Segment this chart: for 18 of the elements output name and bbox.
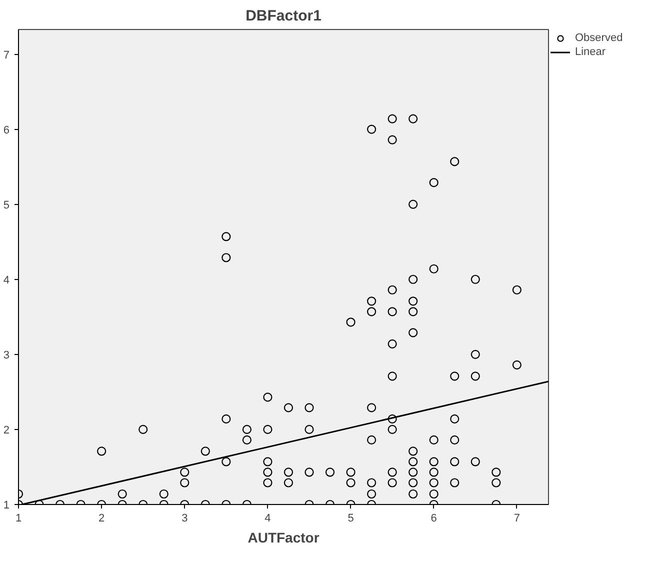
x-tick-label: 1 bbox=[15, 512, 22, 524]
y-tick-label: 3 bbox=[3, 349, 10, 362]
x-tick-label: 4 bbox=[264, 512, 271, 524]
chart-title: DBFactor1 bbox=[246, 8, 322, 24]
x-tick-label: 3 bbox=[182, 512, 188, 524]
y-tick-label: 5 bbox=[3, 199, 10, 212]
legend-label: Linear bbox=[575, 45, 606, 59]
y-tick-label: 7 bbox=[3, 49, 10, 62]
y-tick-label: 1 bbox=[3, 500, 10, 512]
x-tick-label: 6 bbox=[430, 512, 437, 524]
y-tick-label: 6 bbox=[3, 124, 10, 136]
x-tick-label: 7 bbox=[514, 512, 520, 524]
x-tick-label: 5 bbox=[348, 512, 354, 524]
y-tick-label: 4 bbox=[3, 274, 10, 286]
x-tick-label: 2 bbox=[98, 512, 105, 524]
legend-label: Observed bbox=[575, 31, 623, 45]
x-axis-title: AUTFactor bbox=[248, 530, 320, 546]
y-tick-label: 2 bbox=[3, 424, 10, 436]
